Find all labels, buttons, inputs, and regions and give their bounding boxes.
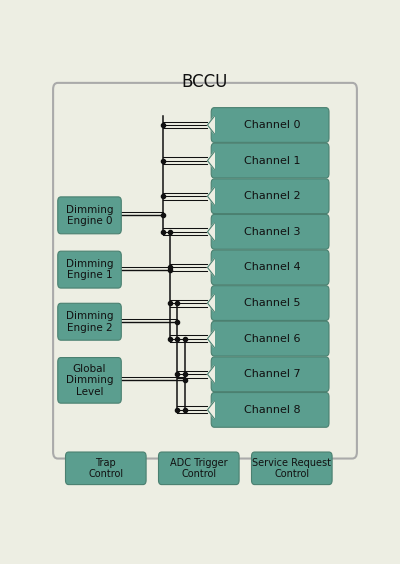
Polygon shape bbox=[208, 188, 214, 205]
FancyBboxPatch shape bbox=[211, 357, 329, 391]
FancyBboxPatch shape bbox=[252, 452, 332, 484]
FancyBboxPatch shape bbox=[58, 358, 121, 403]
Polygon shape bbox=[208, 330, 214, 347]
FancyBboxPatch shape bbox=[211, 214, 329, 249]
Text: Dimming
Engine 2: Dimming Engine 2 bbox=[66, 311, 113, 333]
Text: Channel 1: Channel 1 bbox=[244, 156, 300, 166]
Text: Channel 0: Channel 0 bbox=[244, 120, 300, 130]
Text: BCCU: BCCU bbox=[182, 73, 228, 91]
Text: Channel 8: Channel 8 bbox=[244, 405, 301, 415]
Polygon shape bbox=[208, 223, 214, 240]
Text: Channel 6: Channel 6 bbox=[244, 334, 300, 343]
Polygon shape bbox=[208, 365, 214, 383]
FancyBboxPatch shape bbox=[211, 250, 329, 285]
Text: Global
Dimming
Level: Global Dimming Level bbox=[66, 364, 113, 397]
FancyBboxPatch shape bbox=[211, 108, 329, 142]
Text: Trap
Control: Trap Control bbox=[88, 457, 123, 479]
FancyBboxPatch shape bbox=[211, 393, 329, 428]
Polygon shape bbox=[208, 401, 214, 418]
FancyBboxPatch shape bbox=[211, 286, 329, 320]
Text: Service Request
Control: Service Request Control bbox=[252, 457, 331, 479]
Text: Channel 5: Channel 5 bbox=[244, 298, 300, 308]
FancyBboxPatch shape bbox=[58, 303, 121, 340]
Polygon shape bbox=[208, 259, 214, 276]
Text: Channel 4: Channel 4 bbox=[244, 262, 301, 272]
FancyBboxPatch shape bbox=[53, 83, 357, 459]
FancyBboxPatch shape bbox=[66, 452, 146, 484]
FancyBboxPatch shape bbox=[211, 143, 329, 178]
FancyBboxPatch shape bbox=[158, 452, 239, 484]
Polygon shape bbox=[208, 152, 214, 169]
Polygon shape bbox=[208, 294, 214, 312]
FancyBboxPatch shape bbox=[211, 321, 329, 356]
Text: Channel 3: Channel 3 bbox=[244, 227, 300, 237]
Text: Channel 7: Channel 7 bbox=[244, 369, 301, 379]
FancyBboxPatch shape bbox=[211, 179, 329, 214]
Text: Dimming
Engine 0: Dimming Engine 0 bbox=[66, 205, 113, 226]
FancyBboxPatch shape bbox=[58, 251, 121, 288]
FancyBboxPatch shape bbox=[58, 197, 121, 234]
Polygon shape bbox=[208, 116, 214, 134]
Text: Channel 2: Channel 2 bbox=[244, 191, 301, 201]
Text: Dimming
Engine 1: Dimming Engine 1 bbox=[66, 259, 113, 280]
Text: ADC Trigger
Control: ADC Trigger Control bbox=[170, 457, 228, 479]
